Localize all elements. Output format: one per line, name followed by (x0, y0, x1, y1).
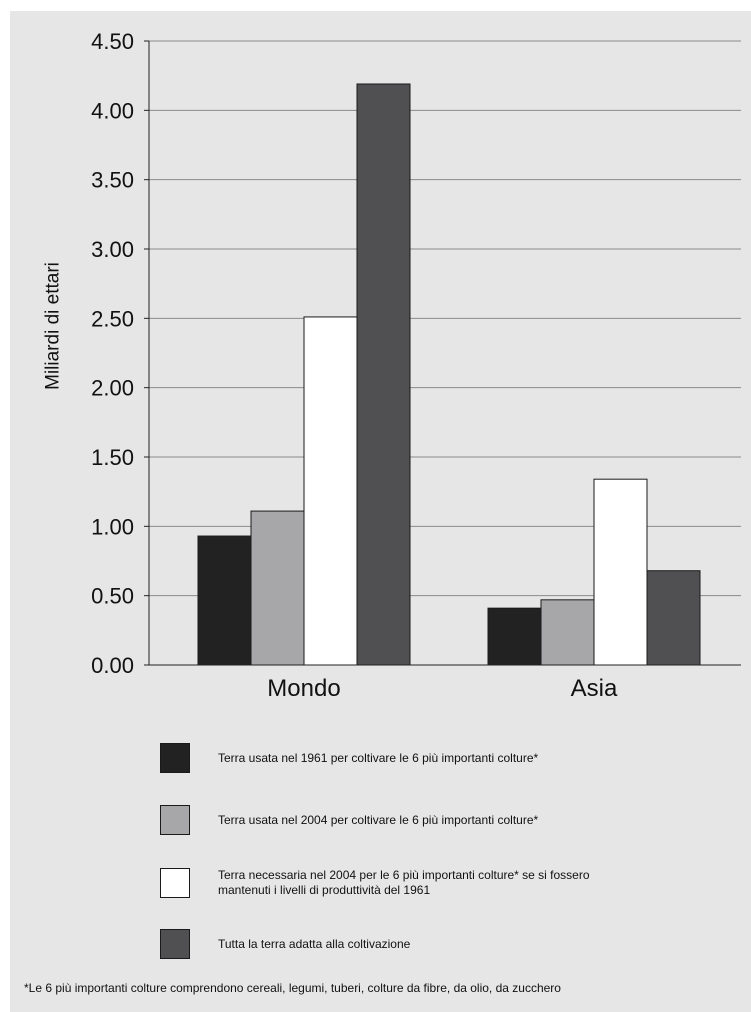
bar-asia-1961 (487, 607, 542, 666)
bar-mondo-1961 (197, 535, 252, 666)
legend-label-1961: Terra usata nel 1961 per coltivare le 6 … (218, 750, 539, 765)
bar-asia-needed-2004 (593, 478, 648, 666)
y-tick-label: 2.00 (91, 376, 134, 401)
bar-mondo-needed-2004 (303, 316, 358, 666)
y-tick-label: 0.00 (91, 653, 134, 678)
bar-asia-2004 (540, 599, 595, 666)
y-tick-label: 2.50 (91, 306, 134, 331)
x-category-labels: Mondo Asia (267, 675, 618, 702)
legend-label-needed-2004: Terra necessaria nel 2004 per le 6 più i… (218, 868, 590, 897)
bar-mondo-2004 (250, 510, 305, 666)
legend-item-2004: Terra usata nel 2004 per coltivare le 6 … (160, 805, 738, 835)
gridlines (149, 40, 741, 597)
y-axis-title: Miliardi di ettari (43, 262, 64, 390)
y-tick-label: 0.50 (91, 584, 134, 609)
bar-chart: 0.00 0.50 1.00 1.50 2.00 2.50 3.00 3.50 4.00 4.50… (43, 29, 741, 702)
legend-swatch-2004 (160, 805, 190, 835)
legend-item-1961: Terra usata nel 1961 per coltivare le 6 … (160, 743, 738, 773)
x-category-label-asia: Asia (571, 675, 618, 702)
y-tick-label: 3.00 (91, 237, 134, 262)
y-tick-labels: 0.00 0.50 1.00 1.50 2.00 2.50 3.00 3.50 4.00 4.50 (91, 29, 149, 678)
bar-asia-all-land (646, 570, 701, 666)
legend-swatch-all-land (160, 929, 190, 959)
y-tick-label: 1.50 (91, 445, 134, 470)
y-tick-label: 1.00 (91, 514, 134, 539)
footnote: *Le 6 più importanti colture comprendono… (24, 981, 561, 995)
y-tick-label: 3.50 (91, 168, 134, 193)
legend-item-needed-2004: Terra necessaria nel 2004 per le 6 più i… (160, 868, 738, 898)
legend-label-all-land: Tutta la terra adatta alla coltivazione (218, 936, 411, 951)
legend-swatch-1961 (160, 743, 190, 773)
x-category-label-mondo: Mondo (267, 675, 340, 702)
bars (197, 83, 701, 666)
legend-item-all-land: Tutta la terra adatta alla coltivazione (160, 929, 738, 959)
legend-swatch-needed-2004 (160, 868, 190, 898)
legend-label-2004: Terra usata nel 2004 per coltivare le 6 … (218, 812, 539, 827)
y-tick-label: 4.50 (91, 29, 134, 54)
y-tick-label: 4.00 (91, 98, 134, 123)
bar-mondo-all-land (356, 83, 411, 666)
